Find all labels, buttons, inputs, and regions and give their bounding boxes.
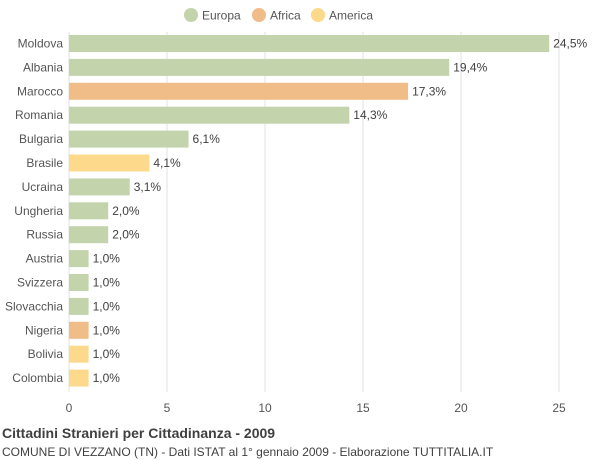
x-axis-ticks: 0 5 10 15 20 25 — [66, 401, 566, 415]
bar — [69, 154, 150, 172]
legend-swatch-africa — [252, 8, 266, 22]
category-label: Svizzera — [17, 276, 63, 290]
bar — [69, 250, 89, 268]
x-tick-label: 5 — [164, 401, 171, 415]
data-label: 3,1% — [134, 180, 162, 194]
data-label: 19,4% — [453, 60, 487, 74]
legend-label-africa: Africa — [270, 9, 301, 23]
bar — [69, 106, 350, 124]
category-label: Austria — [26, 252, 64, 266]
bar — [69, 58, 450, 76]
bar — [69, 178, 130, 196]
bar — [69, 35, 550, 52]
x-tick-label: 15 — [356, 401, 370, 415]
category-label: Marocco — [17, 84, 63, 98]
category-labels: Moldova Albania Marocco Romania Bulgaria Bras… — [5, 37, 63, 386]
data-label: 4,1% — [153, 156, 181, 170]
category-label: Nigeria — [25, 323, 63, 337]
legend-label-america: America — [329, 9, 373, 23]
bar — [69, 202, 109, 220]
category-label: Brasile — [26, 156, 63, 170]
bar — [69, 226, 109, 244]
category-label: Ungheria — [14, 204, 63, 218]
x-tick-label: 0 — [66, 401, 73, 415]
bar — [69, 297, 89, 315]
category-label: Slovacchia — [5, 299, 63, 313]
bar-chart: Europa Africa America Moldova Albania Marocc… — [5, 8, 588, 415]
category-label: Bolivia — [28, 347, 64, 361]
legend-label-europa: Europa — [202, 9, 241, 23]
bar — [69, 369, 89, 387]
bar — [69, 321, 89, 339]
data-label: 1,0% — [93, 347, 121, 361]
category-label: Ucraina — [22, 180, 64, 194]
bar — [69, 82, 409, 100]
category-label: Colombia — [12, 371, 63, 385]
bars — [69, 35, 550, 387]
category-label: Russia — [26, 228, 63, 242]
legend: Europa Africa America — [184, 8, 373, 23]
bar — [69, 274, 89, 291]
category-label: Bulgaria — [19, 132, 63, 146]
data-label: 2,0% — [112, 228, 140, 242]
x-tick-label: 20 — [454, 401, 468, 415]
chart-title: Cittadini Stranieri per Cittadinanza - 2… — [2, 425, 276, 441]
chart-subtitle: COMUNE DI VEZZANO (TN) - Dati ISTAT al 1… — [2, 445, 494, 459]
data-label: 1,0% — [93, 371, 121, 385]
value-labels: 24,5% 19,4% 17,3% 14,3% 6,1% 4,1% 3,1% 2,0% 2,0%… — [93, 37, 588, 386]
legend-swatch-america — [311, 8, 325, 22]
category-label: Albania — [23, 60, 63, 74]
data-label: 6,1% — [193, 132, 221, 146]
bar — [69, 130, 189, 148]
data-label: 1,0% — [93, 252, 121, 266]
bar — [69, 345, 89, 363]
data-label: 14,3% — [353, 108, 387, 122]
category-label: Romania — [15, 108, 63, 122]
legend-swatch-europa — [184, 8, 198, 22]
category-label: Moldova — [18, 37, 64, 51]
data-label: 1,0% — [93, 299, 121, 313]
x-tick-label: 10 — [258, 401, 272, 415]
x-tick-label: 25 — [552, 401, 566, 415]
data-label: 24,5% — [553, 37, 587, 51]
data-label: 1,0% — [93, 323, 121, 337]
data-label: 2,0% — [112, 204, 140, 218]
data-label: 17,3% — [412, 84, 446, 98]
data-label: 1,0% — [93, 276, 121, 290]
